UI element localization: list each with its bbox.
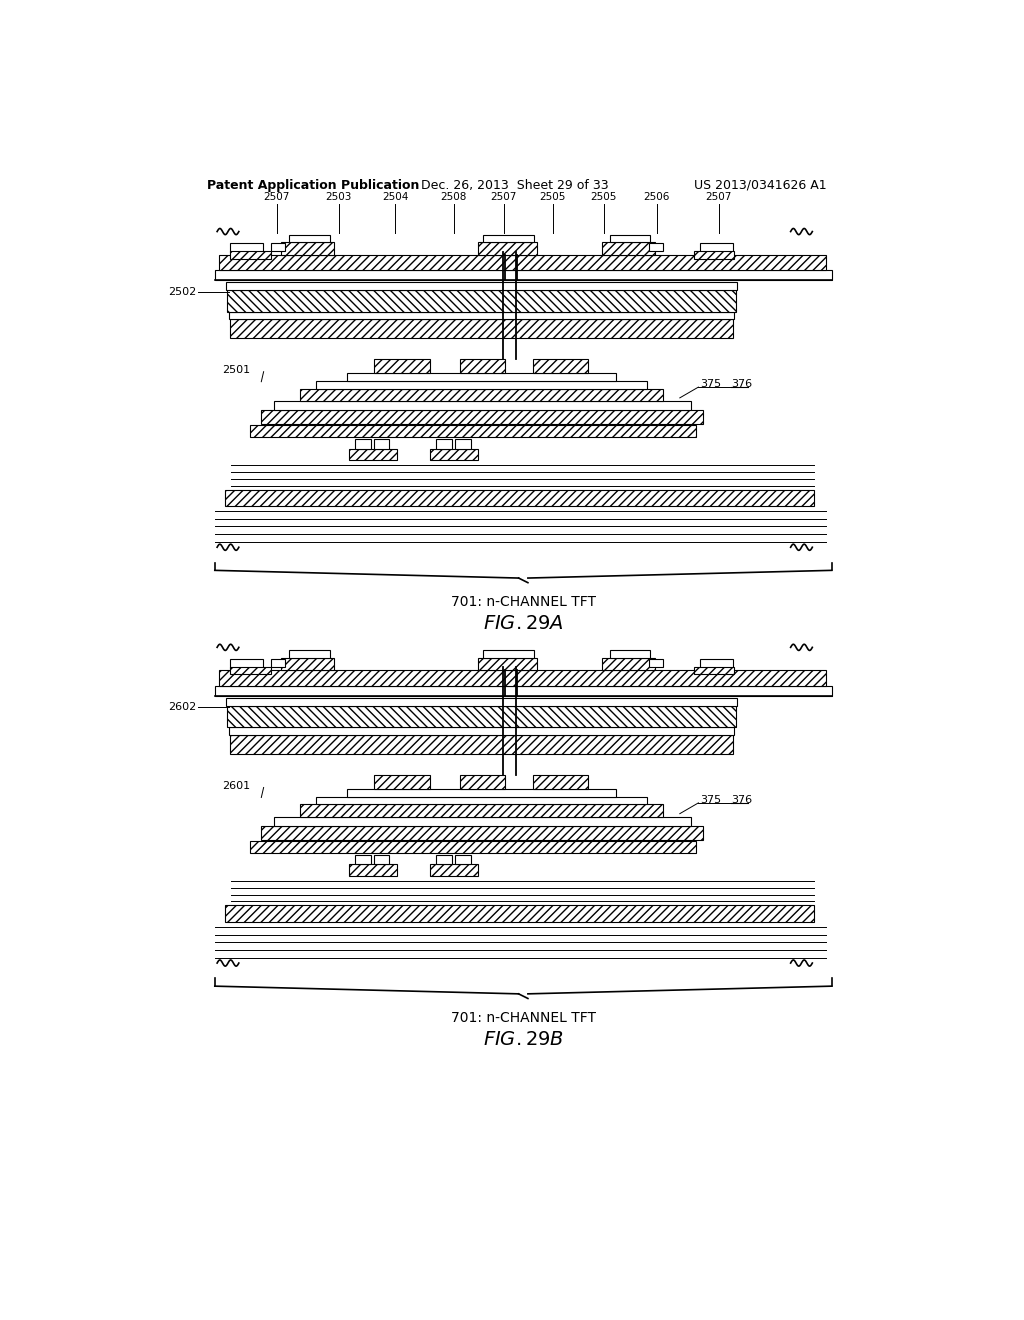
Bar [346, 374, 616, 381]
Bar [478, 659, 538, 671]
Bar [215, 686, 831, 696]
Bar [700, 659, 732, 668]
Bar [355, 855, 371, 865]
Bar [693, 667, 734, 675]
Bar [225, 282, 737, 290]
Bar [315, 797, 647, 804]
Text: 2504: 2504 [382, 193, 409, 202]
Text: 701: n-CHANNEL TFT: 701: n-CHANNEL TFT [451, 595, 596, 609]
Bar [230, 667, 270, 675]
Bar [610, 651, 650, 659]
Bar [227, 290, 735, 312]
Bar [289, 235, 330, 243]
Bar [219, 671, 825, 686]
Bar [227, 706, 735, 727]
Text: 2507: 2507 [490, 193, 517, 202]
Bar [271, 243, 286, 251]
Bar [460, 359, 505, 374]
Bar [315, 381, 647, 388]
Bar [374, 440, 389, 449]
Text: 376: 376 [731, 379, 752, 389]
Bar [430, 865, 478, 876]
Text: 2502: 2502 [168, 286, 197, 297]
Bar [602, 659, 655, 671]
Text: 2507: 2507 [263, 193, 290, 202]
Bar [455, 440, 471, 449]
Bar [349, 449, 397, 461]
Text: 375: 375 [700, 379, 721, 389]
Bar [375, 775, 430, 789]
Text: Dec. 26, 2013  Sheet 29 of 33: Dec. 26, 2013 Sheet 29 of 33 [421, 178, 608, 191]
Text: 2508: 2508 [440, 193, 467, 202]
Bar [230, 243, 263, 252]
Text: 2505: 2505 [591, 193, 617, 202]
Bar [532, 359, 589, 374]
Text: US 2013/0341626 A1: US 2013/0341626 A1 [693, 178, 826, 191]
Bar [349, 865, 397, 876]
Bar [374, 855, 389, 865]
Bar [455, 855, 471, 865]
Text: 376: 376 [731, 795, 752, 805]
Bar [436, 855, 452, 865]
Text: 2505: 2505 [540, 193, 566, 202]
Text: 2506: 2506 [643, 193, 670, 202]
Bar [273, 401, 690, 411]
Text: 2602: 2602 [168, 702, 197, 713]
Bar [346, 789, 616, 797]
Bar [228, 727, 734, 735]
Bar [251, 425, 696, 437]
Bar [649, 659, 663, 667]
Bar [355, 440, 371, 449]
Bar [693, 251, 734, 259]
Bar [225, 698, 737, 706]
Bar [300, 388, 663, 401]
Bar [289, 651, 330, 659]
Bar [261, 826, 703, 840]
Bar [602, 243, 655, 255]
Text: $\mathit{FIG.29B}$: $\mathit{FIG.29B}$ [483, 1031, 563, 1049]
Text: 2601: 2601 [222, 781, 251, 791]
Bar [430, 449, 478, 461]
Text: 2501: 2501 [222, 366, 251, 375]
Text: 2507: 2507 [706, 193, 732, 202]
Bar [225, 490, 814, 507]
Text: 375: 375 [700, 795, 721, 805]
Bar [460, 775, 505, 789]
Bar [230, 735, 732, 754]
Bar [219, 255, 825, 271]
Bar [436, 440, 452, 449]
Text: 701: n-CHANNEL TFT: 701: n-CHANNEL TFT [451, 1011, 596, 1024]
Bar [478, 243, 538, 255]
Bar [228, 312, 734, 319]
Bar [282, 243, 334, 255]
Bar [700, 243, 732, 252]
Bar [532, 775, 589, 789]
Text: 2503: 2503 [326, 193, 352, 202]
Bar [273, 817, 690, 826]
Bar [230, 659, 263, 668]
Bar [282, 659, 334, 671]
Bar [230, 251, 270, 259]
Bar [610, 235, 650, 243]
Bar [251, 841, 696, 853]
Bar [649, 243, 663, 251]
Bar [230, 319, 732, 338]
Bar [483, 651, 535, 659]
Bar [271, 659, 286, 667]
Text: $\mathit{FIG.29A}$: $\mathit{FIG.29A}$ [483, 615, 563, 634]
Text: Patent Application Publication: Patent Application Publication [207, 178, 420, 191]
Bar [483, 235, 535, 243]
Bar [261, 411, 703, 424]
Bar [225, 906, 814, 923]
Bar [300, 804, 663, 817]
Bar [215, 271, 831, 280]
Bar [375, 359, 430, 374]
